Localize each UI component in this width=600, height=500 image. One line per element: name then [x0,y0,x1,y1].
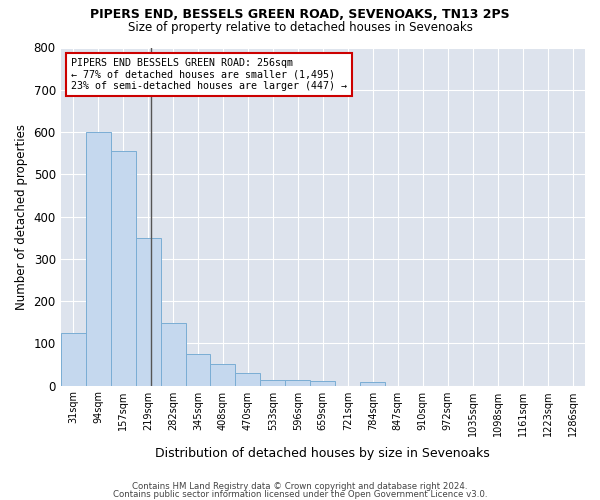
Bar [211,364,235,386]
Bar [260,380,286,386]
Text: PIPERS END, BESSELS GREEN ROAD, SEVENOAKS, TN13 2PS: PIPERS END, BESSELS GREEN ROAD, SEVENOAK… [90,8,510,20]
Bar [61,332,86,386]
Bar [235,373,260,386]
Bar [360,382,385,386]
Bar [310,382,335,386]
Bar [286,380,310,386]
Bar [86,132,110,386]
Text: Size of property relative to detached houses in Sevenoaks: Size of property relative to detached ho… [128,21,472,34]
Y-axis label: Number of detached properties: Number of detached properties [15,124,28,310]
Bar [136,238,161,386]
Bar [161,323,185,386]
Text: PIPERS END BESSELS GREEN ROAD: 256sqm
← 77% of detached houses are smaller (1,49: PIPERS END BESSELS GREEN ROAD: 256sqm ← … [71,58,347,91]
Bar [110,151,136,386]
Text: Contains public sector information licensed under the Open Government Licence v3: Contains public sector information licen… [113,490,487,499]
Text: Contains HM Land Registry data © Crown copyright and database right 2024.: Contains HM Land Registry data © Crown c… [132,482,468,491]
Bar [185,354,211,386]
X-axis label: Distribution of detached houses by size in Sevenoaks: Distribution of detached houses by size … [155,447,490,460]
